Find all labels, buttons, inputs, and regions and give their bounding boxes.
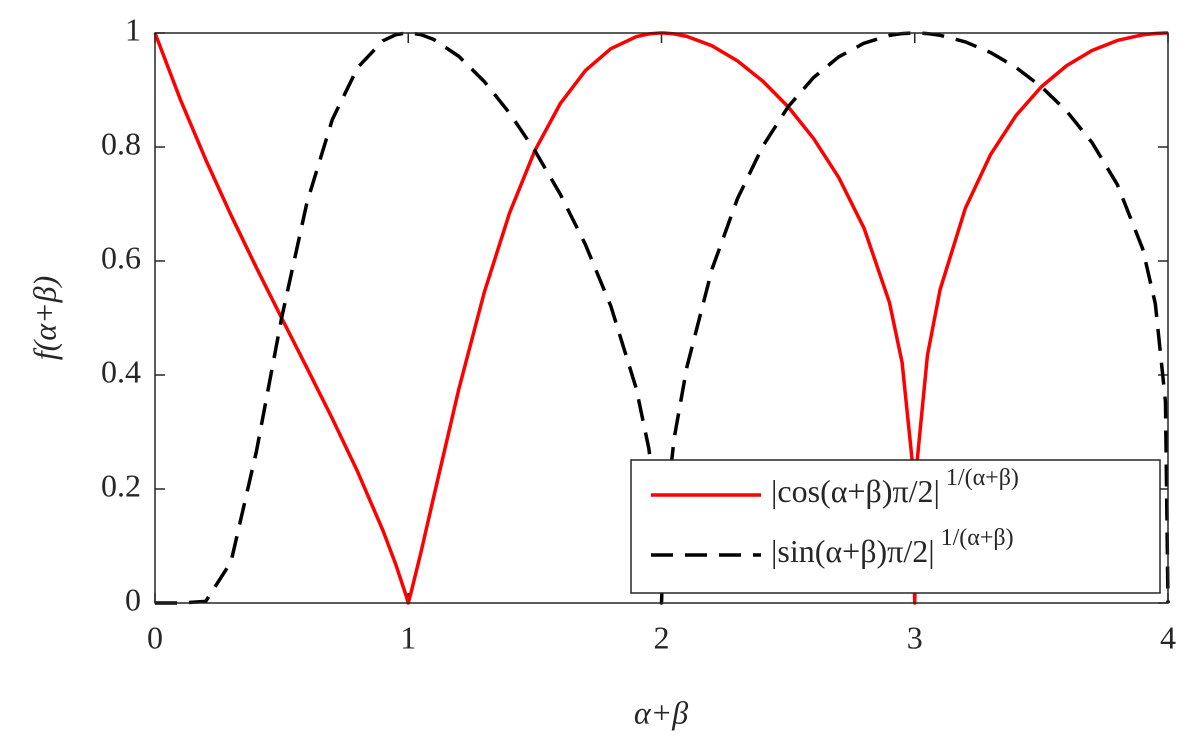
x-tick-label: 2	[654, 619, 670, 655]
legend-name: |sin(α+β)π/2|	[771, 533, 935, 569]
x-tick-label: 0	[147, 619, 163, 655]
y-tick-label: 0.6	[101, 239, 141, 275]
legend-label: |cos(α+β)π/2| 1/(α+β)	[771, 465, 1019, 510]
y-axis-label: f(α+β)	[26, 276, 62, 361]
legend-exponent: 1/(α+β)	[941, 525, 1014, 551]
legend-name: |cos(α+β)π/2|	[771, 473, 940, 509]
x-axis-label: α+β	[634, 694, 688, 730]
x-tick-label: 1	[400, 619, 416, 655]
legend-exponent: 1/(α+β)	[946, 465, 1019, 491]
legend-box	[630, 459, 1161, 594]
y-tick-label: 0.8	[101, 125, 141, 161]
y-tick-label: 0.2	[101, 467, 141, 503]
y-tick-label: 1	[125, 11, 141, 47]
plot-frame	[154, 32, 1169, 604]
x-tick-label: 3	[907, 619, 923, 655]
x-tick-label: 4	[1160, 619, 1176, 655]
y-tick-label: 0	[125, 581, 141, 617]
y-tick-label: 0.4	[101, 353, 141, 389]
legend-label: |sin(α+β)π/2| 1/(α+β)	[771, 525, 1014, 570]
